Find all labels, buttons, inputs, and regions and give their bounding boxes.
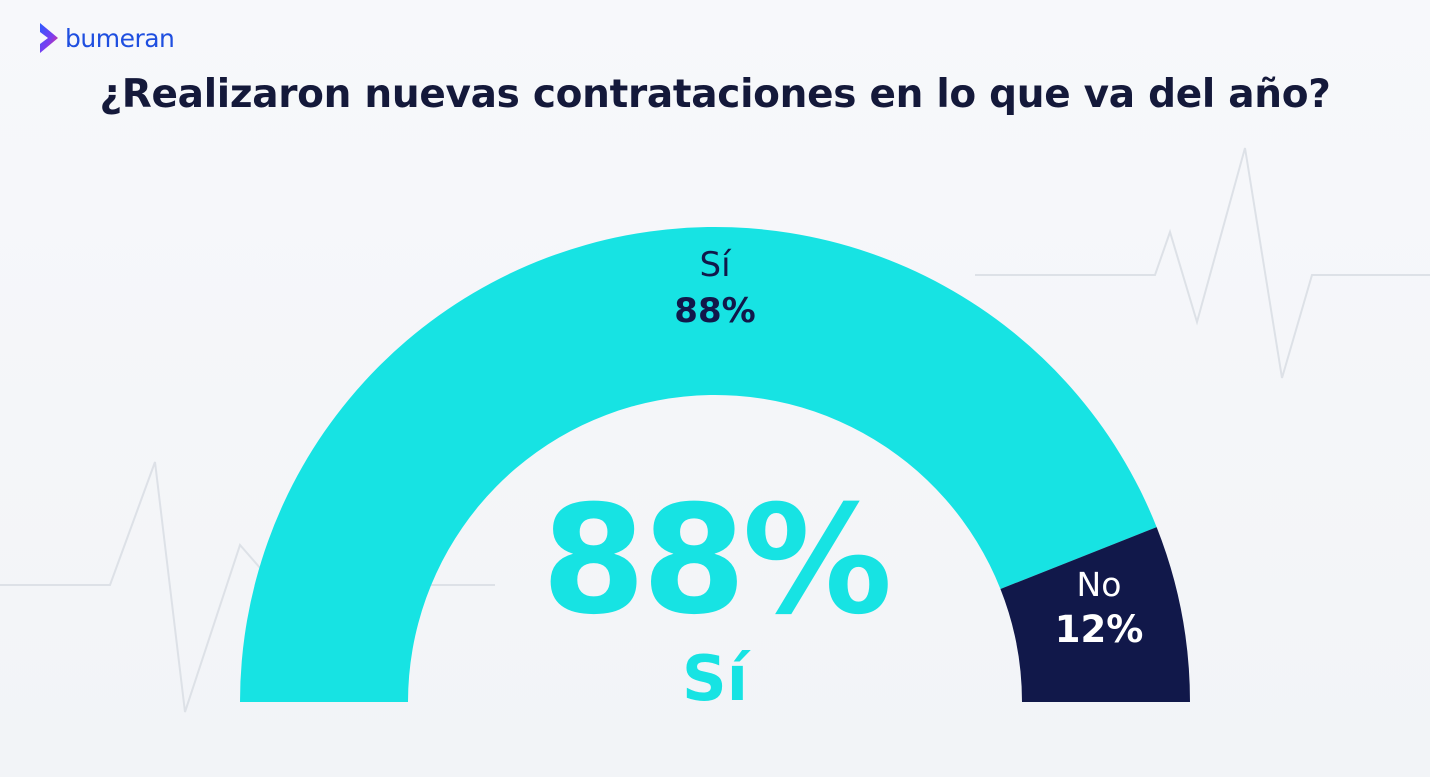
slice-value-no: 12% bbox=[1055, 608, 1144, 651]
center-label: Sí bbox=[682, 642, 751, 715]
logo-chevron-icon bbox=[40, 23, 58, 53]
slice-si bbox=[240, 226, 1157, 702]
heartbeat-line-right bbox=[975, 147, 1430, 379]
slice-no bbox=[1000, 527, 1190, 702]
center-value: 88% bbox=[541, 474, 888, 648]
slice-label-no: No bbox=[1077, 565, 1122, 604]
brand-name: bumeran bbox=[65, 23, 175, 53]
slice-label-si: Sí bbox=[699, 245, 732, 285]
brand-logo[interactable]: bumeran bbox=[38, 20, 175, 56]
slice-value-si: 88% bbox=[674, 291, 755, 331]
chart-title: ¿Realizaron nuevas contrataciones en lo … bbox=[99, 72, 1331, 117]
